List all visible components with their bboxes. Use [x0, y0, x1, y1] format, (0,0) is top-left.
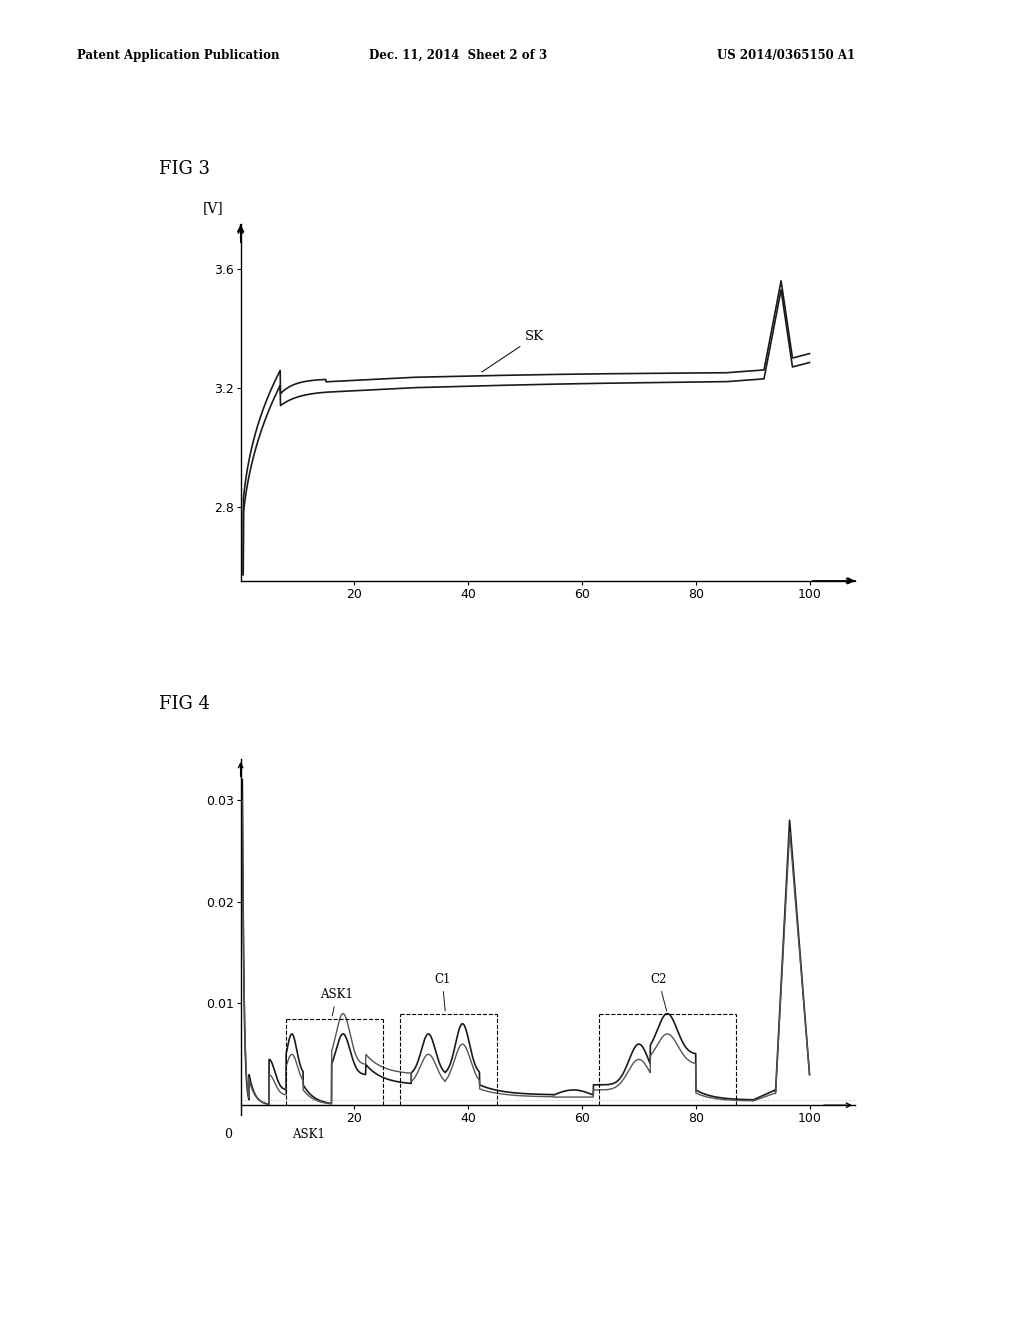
Text: ASK1: ASK1: [293, 1127, 326, 1140]
Text: FIG 4: FIG 4: [159, 694, 210, 713]
Text: Patent Application Publication: Patent Application Publication: [77, 49, 280, 62]
Text: Dec. 11, 2014  Sheet 2 of 3: Dec. 11, 2014 Sheet 2 of 3: [369, 49, 547, 62]
Text: C2: C2: [650, 973, 667, 1011]
Text: ASK1: ASK1: [321, 989, 353, 1016]
Text: C1: C1: [434, 973, 451, 1011]
Text: US 2014/0365150 A1: US 2014/0365150 A1: [717, 49, 855, 62]
Text: SK: SK: [482, 330, 544, 372]
Text: 0: 0: [224, 1127, 232, 1140]
Text: FIG 3: FIG 3: [159, 160, 210, 178]
Text: [V]: [V]: [203, 202, 223, 215]
